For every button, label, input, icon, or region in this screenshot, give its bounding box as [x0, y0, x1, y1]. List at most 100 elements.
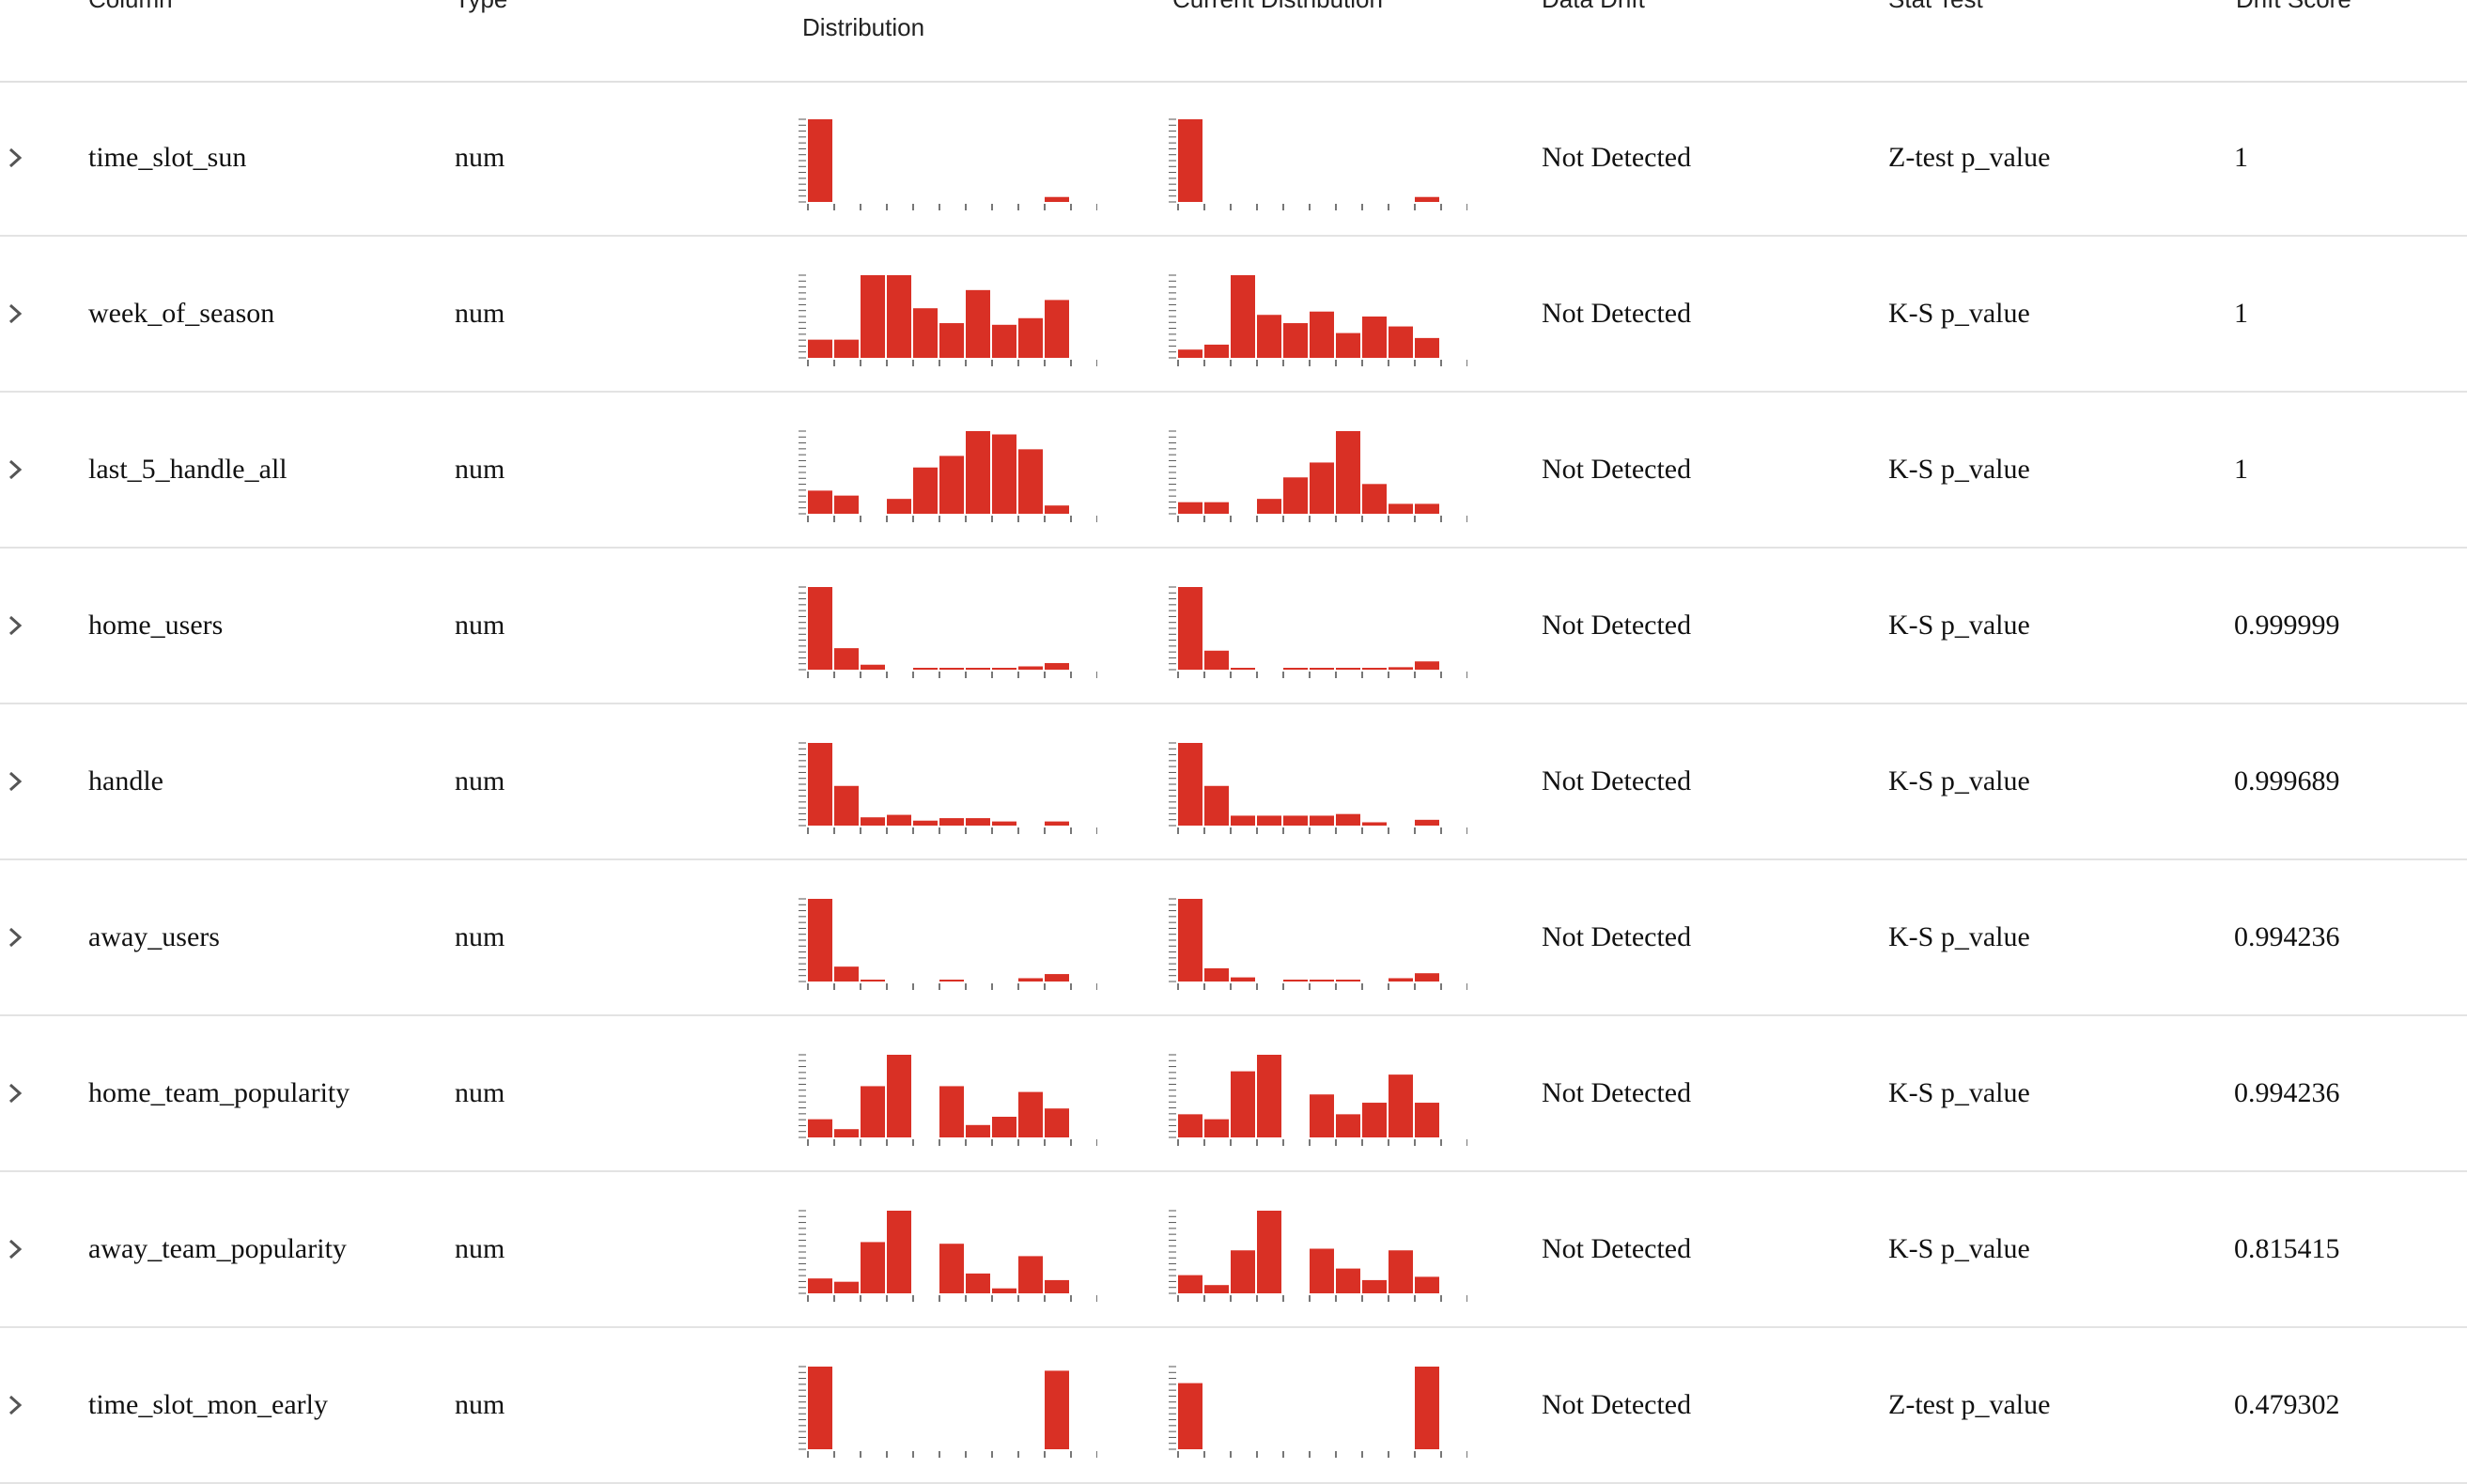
hist-bar — [1283, 477, 1308, 514]
table-row[interactable]: home_users num Not Detected K-S p_value 0.99… — [0, 549, 2467, 704]
hist-bar — [1310, 462, 1334, 514]
hist-bar — [913, 467, 938, 514]
hist-x-axis — [807, 983, 1097, 990]
data-drift-status: Not Detected — [1542, 142, 1692, 173]
expand-chevron-icon[interactable] — [2, 920, 30, 954]
hist-bar — [1310, 815, 1334, 826]
column-name: week_of_season — [88, 298, 275, 329]
current-distribution-histogram — [1169, 118, 1467, 210]
table-row[interactable]: handle num Not Detected K-S p_value 0.999689 — [0, 704, 2467, 860]
hist-bar — [1231, 977, 1255, 982]
table-row[interactable]: time_slot_sun num Not Detected Z-test p_val… — [0, 81, 2467, 237]
table-row[interactable]: week_of_season num Not Detected K-S p_value… — [0, 237, 2467, 393]
column-name: handle — [88, 765, 163, 796]
header-reference-distribution[interactable]: Distribution — [802, 13, 925, 41]
stat-test-name: K-S p_value — [1888, 1077, 2030, 1108]
table-row[interactable]: away_users num Not Detected K-S p_value 0.99… — [0, 860, 2467, 1016]
hist-bar — [939, 1244, 964, 1293]
hist-bar — [834, 1281, 859, 1293]
hist-bar — [1362, 317, 1387, 358]
expand-chevron-icon[interactable] — [2, 765, 30, 798]
stat-test-name: K-S p_value — [1888, 921, 2030, 952]
hist-x-axis — [807, 672, 1097, 678]
hist-x-axis — [807, 204, 1097, 210]
hist-x-axis — [1177, 983, 1467, 990]
hist-bar — [1310, 1094, 1334, 1137]
hist-x-axis — [1177, 827, 1467, 834]
expand-chevron-icon[interactable] — [2, 297, 30, 331]
hist-bar — [1018, 317, 1043, 358]
current-distribution-histogram — [1169, 586, 1467, 678]
hist-bar — [1045, 1370, 1069, 1449]
data-drift-status: Not Detected — [1542, 610, 1692, 641]
hist-bar — [992, 434, 1016, 514]
hist-bar — [1415, 196, 1439, 202]
hist-x-axis — [807, 516, 1097, 522]
hist-bar — [992, 324, 1016, 358]
hist-y-axis — [1169, 1210, 1176, 1294]
hist-x-axis — [1177, 360, 1467, 366]
column-type: num — [455, 610, 505, 641]
hist-bar — [808, 1119, 832, 1137]
hist-bar — [834, 785, 859, 826]
table-row[interactable]: away_team_popularity num Not Detected K-S p… — [0, 1172, 2467, 1328]
reference-distribution-histogram — [799, 586, 1097, 678]
hist-bar — [1231, 275, 1255, 358]
hist-bar — [1336, 1268, 1360, 1293]
header-column[interactable]: Column — [88, 0, 173, 14]
table-row[interactable]: home_team_popularity num Not Detected K-S p… — [0, 1016, 2467, 1172]
hist-bar — [1178, 1383, 1202, 1449]
header-stat-test[interactable]: Stat Test — [1888, 0, 1983, 14]
hist-bar — [1231, 1250, 1255, 1293]
drift-score-value: 1 — [2234, 142, 2248, 173]
hist-bar — [861, 664, 885, 670]
table-row[interactable]: time_slot_mon_early num Not Detected Z-test… — [0, 1328, 2467, 1484]
hist-bar — [1045, 1108, 1069, 1137]
expand-chevron-icon[interactable] — [2, 1388, 30, 1422]
hist-bar — [1310, 980, 1334, 982]
hist-bar — [913, 820, 938, 826]
hist-bar — [966, 1273, 990, 1293]
hist-bar — [939, 1086, 964, 1137]
hist-bar — [861, 275, 885, 358]
hist-bar — [887, 1211, 911, 1293]
hist-bar — [1018, 978, 1043, 982]
drift-score-value: 0.999999 — [2234, 610, 2340, 641]
hist-bar — [1178, 1275, 1202, 1293]
hist-bar — [1336, 980, 1360, 982]
header-data-drift[interactable]: Data Drift — [1542, 0, 1645, 14]
current-distribution-histogram — [1169, 742, 1467, 834]
data-drift-status: Not Detected — [1542, 1389, 1692, 1420]
hist-bar — [1204, 344, 1229, 358]
hist-bar — [1415, 1367, 1439, 1449]
hist-bar — [1362, 1103, 1387, 1137]
hist-bar — [1045, 300, 1069, 358]
expand-chevron-icon[interactable] — [2, 1076, 30, 1110]
hist-bar — [992, 668, 1016, 670]
expand-chevron-icon[interactable] — [2, 609, 30, 642]
hist-x-axis — [1177, 516, 1467, 522]
hist-bar — [1257, 815, 1281, 826]
table-row[interactable]: last_5_handle_all num Not Detected K-S p_va… — [0, 393, 2467, 549]
expand-chevron-icon[interactable] — [2, 1232, 30, 1266]
reference-distribution-histogram — [799, 742, 1097, 834]
hist-bar — [1018, 1091, 1043, 1137]
header-current-distribution[interactable]: Current Distribution — [1172, 0, 1383, 14]
column-name: home_users — [88, 610, 224, 641]
hist-bar — [861, 1086, 885, 1137]
hist-bar — [834, 648, 859, 670]
header-drift-score[interactable]: Drift Score — [2236, 0, 2351, 14]
expand-chevron-icon[interactable] — [2, 453, 30, 487]
hist-bar — [1283, 980, 1308, 982]
hist-bar — [1178, 1114, 1202, 1137]
reference-distribution-histogram — [799, 118, 1097, 210]
hist-bar — [992, 1288, 1016, 1293]
data-drift-status: Not Detected — [1542, 454, 1692, 485]
header-type[interactable]: Type — [455, 0, 507, 14]
hist-bar — [1204, 502, 1229, 514]
expand-chevron-icon[interactable] — [2, 141, 30, 175]
hist-bar — [808, 743, 832, 826]
hist-bar — [1415, 1103, 1439, 1137]
hist-bar — [1045, 821, 1069, 826]
hist-bar — [1362, 1279, 1387, 1293]
